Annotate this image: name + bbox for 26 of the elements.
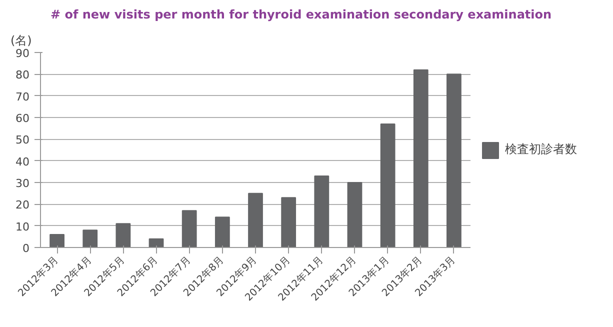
y-tick-label: 70 — [16, 90, 30, 104]
y-tick-label: 0 — [22, 242, 30, 255]
y-tick-label: 20 — [16, 198, 30, 212]
bar — [148, 238, 164, 248]
bar — [214, 216, 230, 248]
y-axis-title: (名) — [10, 34, 32, 48]
y-tick-label: 10 — [16, 220, 30, 234]
bar — [281, 197, 296, 248]
bar — [50, 234, 64, 248]
y-tick-label: 60 — [16, 112, 30, 125]
y-tick-label: 50 — [16, 134, 30, 147]
bar — [182, 210, 197, 248]
y-tick-label: 30 — [16, 177, 30, 190]
bar — [380, 124, 396, 248]
y-tick-label: 40 — [16, 155, 30, 168]
legend-label: 検査初診者数 — [505, 141, 578, 158]
y-tick-label: 80 — [16, 68, 30, 82]
y-tick-label: 90 — [16, 47, 30, 60]
bar — [248, 192, 263, 248]
bar — [82, 230, 98, 248]
chart-title: # of new visits per month for thyroid examination secondary examination — [50, 8, 552, 22]
bar — [314, 176, 330, 248]
bar — [116, 223, 131, 248]
bar — [413, 69, 428, 248]
bar — [446, 74, 462, 248]
bar — [347, 182, 362, 248]
